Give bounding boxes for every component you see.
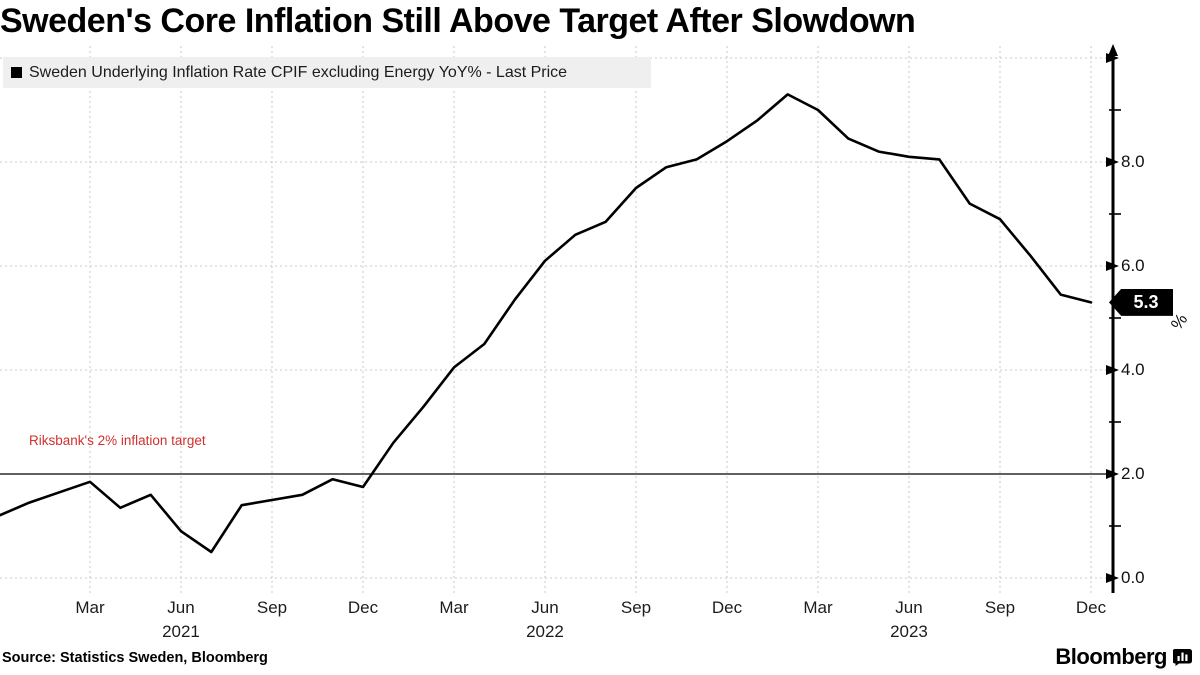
x-tick-label: Mar: [803, 598, 833, 617]
legend-swatch-icon: [11, 67, 22, 78]
legend: Sweden Underlying Inflation Rate CPIF ex…: [3, 57, 651, 88]
y-tick-label: 0.0: [1121, 568, 1145, 587]
gridlines: [0, 46, 1113, 593]
y-tick-label: 6.0: [1121, 256, 1145, 275]
x-tick-label: Sep: [984, 598, 1016, 617]
bloomberg-terminal-icon: [1173, 648, 1192, 666]
page-title: Sweden's Core Inflation Still Above Targ…: [0, 2, 916, 40]
x-year-label: 2022: [526, 622, 564, 641]
x-tick-label: Dec: [1075, 598, 1107, 617]
x-tick-label: Jun: [167, 598, 195, 617]
x-year-label: 2023: [890, 622, 928, 641]
x-tick-label: Dec: [347, 598, 379, 617]
x-tick-label: Mar: [439, 598, 469, 617]
source-note: Source: Statistics Sweden, Bloomberg: [2, 650, 268, 666]
bloomberg-logo: Bloomberg: [1055, 644, 1192, 670]
x-year-label: 2021: [162, 622, 200, 641]
inflation-line-series: [0, 93, 1093, 554]
last-price-flag: 5.3: [1109, 288, 1173, 316]
y-tick-label: 8.0: [1121, 152, 1145, 171]
x-tick-label: Dec: [711, 598, 743, 617]
x-tick-label: Mar: [75, 598, 105, 617]
y-tick-label: 2.0: [1121, 464, 1145, 483]
bloomberg-logo-text: Bloomberg: [1055, 644, 1167, 669]
target-annotation: Riksbank's 2% inflation target: [29, 433, 206, 448]
legend-label: Sweden Underlying Inflation Rate CPIF ex…: [29, 63, 568, 81]
x-tick-label: Jun: [895, 598, 923, 617]
x-tick-label: Sep: [620, 598, 652, 617]
y-tick-label: 4.0: [1121, 360, 1145, 379]
x-tick-label: Sep: [256, 598, 288, 617]
y-axis-spine: [1106, 44, 1121, 593]
x-tick-label: Jun: [531, 598, 559, 617]
